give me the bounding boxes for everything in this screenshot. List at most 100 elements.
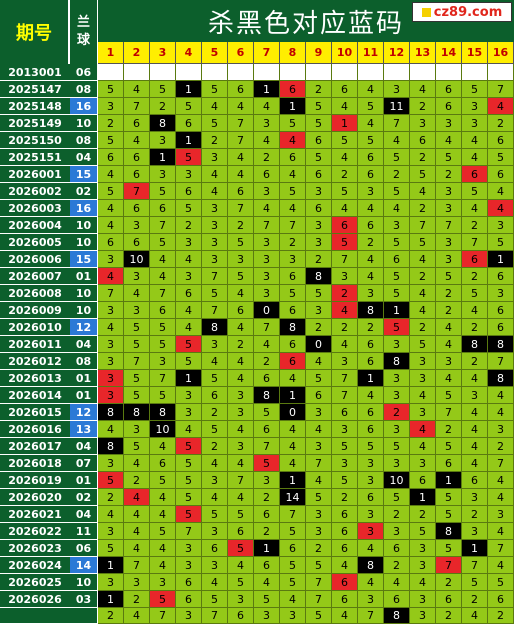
- blue-ball-number: [70, 608, 98, 624]
- grid-cell: 6: [176, 574, 202, 591]
- blue-ball-number: 15: [70, 251, 98, 268]
- grid-cell: 6: [254, 166, 280, 183]
- grid-cell: 5: [202, 506, 228, 523]
- grid-cell: 6: [488, 319, 514, 336]
- grid-cell: 5: [332, 183, 358, 200]
- issue-number: 2026021: [0, 506, 70, 523]
- grid-cell: 4: [254, 200, 280, 217]
- grid-cell: 6: [358, 166, 384, 183]
- grid-cell: 10: [150, 421, 176, 438]
- grid-cell: 2: [488, 115, 514, 132]
- issue-number: 2025151: [0, 149, 70, 166]
- grid-cell: 6: [280, 149, 306, 166]
- grid-cell: 4: [410, 302, 436, 319]
- grid-cell: 6: [306, 166, 332, 183]
- grid-cell: 5: [202, 115, 228, 132]
- grid-cell: 5: [254, 404, 280, 421]
- grid-cell: 6: [150, 302, 176, 319]
- grid-cell: 4: [410, 574, 436, 591]
- grid-cell: 2: [410, 200, 436, 217]
- blue-ball-number: 06: [70, 64, 98, 81]
- grid-cell: 5: [98, 472, 124, 489]
- grid-cell: 5: [176, 472, 202, 489]
- grid-cell: 4: [124, 285, 150, 302]
- grid-cell: 4: [280, 455, 306, 472]
- grid-cell: 4: [124, 506, 150, 523]
- grid-cell: 3: [462, 98, 488, 115]
- grid-cell: 4: [228, 370, 254, 387]
- grid-cell: 5: [306, 115, 332, 132]
- grid-cell: 4: [254, 336, 280, 353]
- grid-cell: 3: [462, 523, 488, 540]
- site-logo[interactable]: cz89.com: [412, 2, 512, 22]
- grid-cell: 1: [488, 251, 514, 268]
- blue-column-header: 兰 球: [70, 0, 98, 64]
- grid-cell: 6: [176, 183, 202, 200]
- grid-cell: 4: [254, 98, 280, 115]
- grid-cell: 5: [228, 574, 254, 591]
- grid-cell: 7: [150, 370, 176, 387]
- blue-ball-number: 01: [70, 370, 98, 387]
- column-number-14: 14: [436, 42, 462, 64]
- grid-cell: 6: [306, 387, 332, 404]
- grid-cell: 6: [254, 421, 280, 438]
- grid-cell: 4: [98, 166, 124, 183]
- grid-cell: 5: [202, 421, 228, 438]
- grid-cell: 3: [176, 268, 202, 285]
- grid-cell: 4: [488, 489, 514, 506]
- grid-cell: 4: [124, 540, 150, 557]
- grid-cell: 4: [124, 455, 150, 472]
- grid-cell: 5: [436, 540, 462, 557]
- column-number-10: 10: [332, 42, 358, 64]
- grid-cell: 3: [462, 115, 488, 132]
- grid-cell: 3: [176, 404, 202, 421]
- grid-cell: 4: [488, 472, 514, 489]
- grid-cell: 4: [488, 404, 514, 421]
- grid-cell: 7: [488, 353, 514, 370]
- grid-cell: 3: [358, 455, 384, 472]
- grid-cell: 7: [436, 557, 462, 574]
- grid-cell: 4: [280, 591, 306, 608]
- grid-cell: 4: [462, 149, 488, 166]
- grid-cell: 8: [384, 608, 410, 624]
- grid-cell: 7: [228, 132, 254, 149]
- grid-cell: 6: [176, 285, 202, 302]
- grid-cell: 7: [202, 268, 228, 285]
- issue-number: 2025149: [0, 115, 70, 132]
- grid-cell: 5: [332, 132, 358, 149]
- grid-cell: 5: [150, 319, 176, 336]
- grid-cell: 3: [384, 217, 410, 234]
- grid-cell: 5: [306, 370, 332, 387]
- grid-cell: 3: [332, 353, 358, 370]
- grid-cell: 3: [254, 608, 280, 624]
- grid-cell: 2: [384, 557, 410, 574]
- blue-ball-number: 10: [70, 302, 98, 319]
- grid-cell: 2: [462, 506, 488, 523]
- grid-cell: 6: [488, 166, 514, 183]
- issue-number: 2026009: [0, 302, 70, 319]
- blue-ball-number: 16: [70, 200, 98, 217]
- grid-cell: 6: [332, 574, 358, 591]
- grid-cell: 2: [202, 404, 228, 421]
- grid-cell: 2: [436, 421, 462, 438]
- grid-cell: 4: [98, 268, 124, 285]
- grid-cell: 3: [436, 353, 462, 370]
- grid-cell: 4: [280, 200, 306, 217]
- grid-cell: 5: [306, 608, 332, 624]
- grid-cell: 3: [384, 387, 410, 404]
- grid-cell: 4: [384, 132, 410, 149]
- grid-cell: 7: [332, 251, 358, 268]
- grid-cell: 5: [124, 387, 150, 404]
- grid-cell: 3: [176, 234, 202, 251]
- grid-cell: 6: [384, 591, 410, 608]
- column-number-15: 15: [462, 42, 488, 64]
- grid-cell: 2: [462, 353, 488, 370]
- grid-cell: 4: [358, 115, 384, 132]
- grid-cell: 6: [410, 132, 436, 149]
- grid-cell: 3: [176, 540, 202, 557]
- grid-cell: 3: [306, 404, 332, 421]
- grid-cell: 7: [150, 217, 176, 234]
- grid-cell: 5: [332, 438, 358, 455]
- grid-cell: 2: [202, 132, 228, 149]
- grid-cell: 5: [306, 149, 332, 166]
